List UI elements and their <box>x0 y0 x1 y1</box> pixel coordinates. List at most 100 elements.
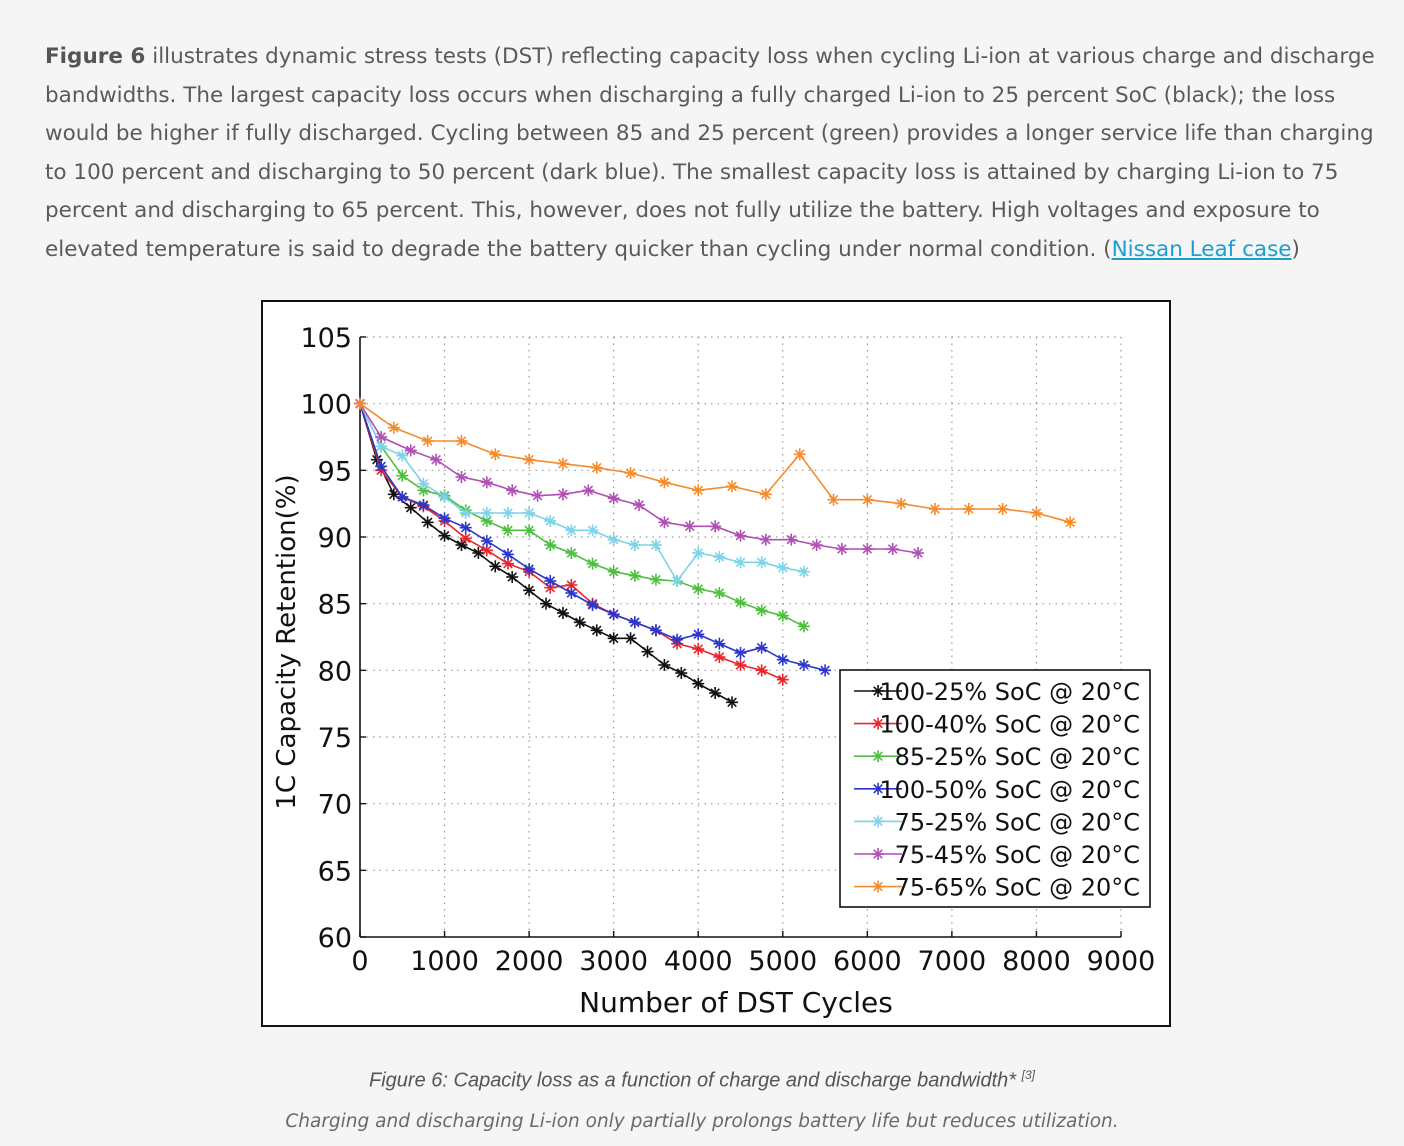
data-point <box>633 499 646 511</box>
data-point <box>480 544 493 557</box>
data-point <box>540 597 553 610</box>
legend-item: 100-50% SoC @ 20°C <box>854 776 1140 804</box>
data-point <box>628 616 641 629</box>
x-tick-label: 0 <box>351 946 368 977</box>
legend-item: 100-25% SoC @ 20°C <box>854 678 1140 706</box>
data-point <box>506 484 519 497</box>
legend-marker <box>872 685 884 697</box>
data-point <box>565 524 578 537</box>
data-point <box>797 620 810 633</box>
legend-item: 100-40% SoC @ 20°C <box>854 711 1140 739</box>
data-point <box>582 484 595 497</box>
chart-legend: 100-25% SoC @ 20°C 100-40% SoC @ 20°C 85-2… <box>839 669 1151 908</box>
data-point <box>671 633 684 646</box>
data-point <box>776 653 789 666</box>
data-point <box>692 583 705 595</box>
data-point <box>624 467 637 479</box>
data-point <box>658 516 671 529</box>
series-3 <box>354 397 810 633</box>
y-tick-label: 65 <box>318 856 352 887</box>
series-5 <box>354 397 810 587</box>
figure-subcaption: Charging and discharging Li-ion only par… <box>285 1111 1119 1132</box>
data-point <box>776 609 789 622</box>
y-tick-label: 80 <box>318 656 352 687</box>
data-point <box>489 560 502 573</box>
data-point <box>565 547 578 559</box>
data-point <box>387 421 400 434</box>
data-point <box>354 397 366 410</box>
data-point <box>649 539 662 551</box>
data-point <box>523 563 536 575</box>
data-point <box>556 607 569 619</box>
legend-label: 100-40% SoC @ 20°C <box>879 711 1140 739</box>
legend-item: 75-65% SoC @ 20°C <box>854 874 1140 902</box>
data-point <box>480 476 493 489</box>
figure-caption-ref: [3] <box>1021 1068 1035 1082</box>
data-point <box>861 493 874 506</box>
data-point <box>734 596 747 609</box>
legend-label: 85-25% SoC @ 20°C <box>895 743 1140 771</box>
x-tick-label: 9000 <box>1087 946 1156 977</box>
data-point <box>675 667 688 679</box>
x-tick-label: 7000 <box>918 946 987 977</box>
data-point <box>658 659 671 671</box>
data-point <box>895 497 908 510</box>
y-tick-label: 60 <box>318 923 352 954</box>
chart-axes: 0 1000 2000 3000 4000 5000 6000 7000 8000 9000 60 6… <box>300 323 1155 977</box>
data-point <box>544 539 557 551</box>
data-point <box>430 453 443 466</box>
data-point <box>607 608 620 621</box>
data-point <box>459 521 472 534</box>
data-point <box>861 543 874 555</box>
data-point <box>501 507 514 519</box>
chart-series <box>354 397 1077 709</box>
data-point <box>827 493 840 506</box>
x-tick-label: 8000 <box>1002 946 1071 977</box>
x-tick-label: 3000 <box>579 946 648 977</box>
data-point <box>692 547 705 559</box>
data-point <box>607 565 620 578</box>
data-point <box>713 637 726 650</box>
x-tick-label: 5000 <box>748 946 817 977</box>
data-point <box>438 512 451 525</box>
data-point <box>819 664 832 677</box>
legend-marker <box>872 880 884 893</box>
data-point <box>734 647 747 659</box>
data-point <box>565 579 578 591</box>
data-point <box>692 484 705 497</box>
figure-caption-text: Figure 6: Capacity loss as a function of… <box>369 1069 1017 1092</box>
data-point <box>586 557 599 570</box>
data-point <box>438 529 451 542</box>
data-point <box>506 571 519 583</box>
data-point <box>480 507 493 519</box>
intro-text: illustrates dynamic stress tests (DST) r… <box>45 44 1375 262</box>
data-point <box>455 435 468 447</box>
series-1 <box>354 397 739 709</box>
y-tick-label: 100 <box>300 390 352 421</box>
data-point <box>586 524 599 537</box>
data-point <box>928 503 941 515</box>
data-point <box>421 516 434 529</box>
data-point <box>726 696 739 709</box>
x-tick-label: 6000 <box>833 946 902 977</box>
data-point <box>396 491 409 503</box>
data-point <box>489 448 502 461</box>
y-tick-label: 75 <box>318 723 352 754</box>
y-tick-label: 70 <box>318 790 352 821</box>
data-point <box>396 469 409 482</box>
x-tick-label: 2000 <box>495 946 564 977</box>
chart-figure: 0 1000 2000 3000 4000 5000 6000 7000 8000 9000 60 6… <box>261 300 1171 1027</box>
nissan-leaf-link[interactable]: Nissan Leaf case <box>1111 236 1292 262</box>
intro-close-paren: ) <box>1291 236 1300 262</box>
data-point <box>421 435 434 447</box>
data-point <box>835 543 848 555</box>
x-tick-label: 1000 <box>410 946 479 977</box>
data-point <box>417 477 430 490</box>
data-point <box>501 524 514 537</box>
data-point <box>713 587 726 599</box>
data-point <box>709 520 722 533</box>
data-point <box>1064 516 1077 529</box>
data-point <box>565 587 578 599</box>
data-point <box>523 584 536 597</box>
data-point <box>438 491 451 503</box>
